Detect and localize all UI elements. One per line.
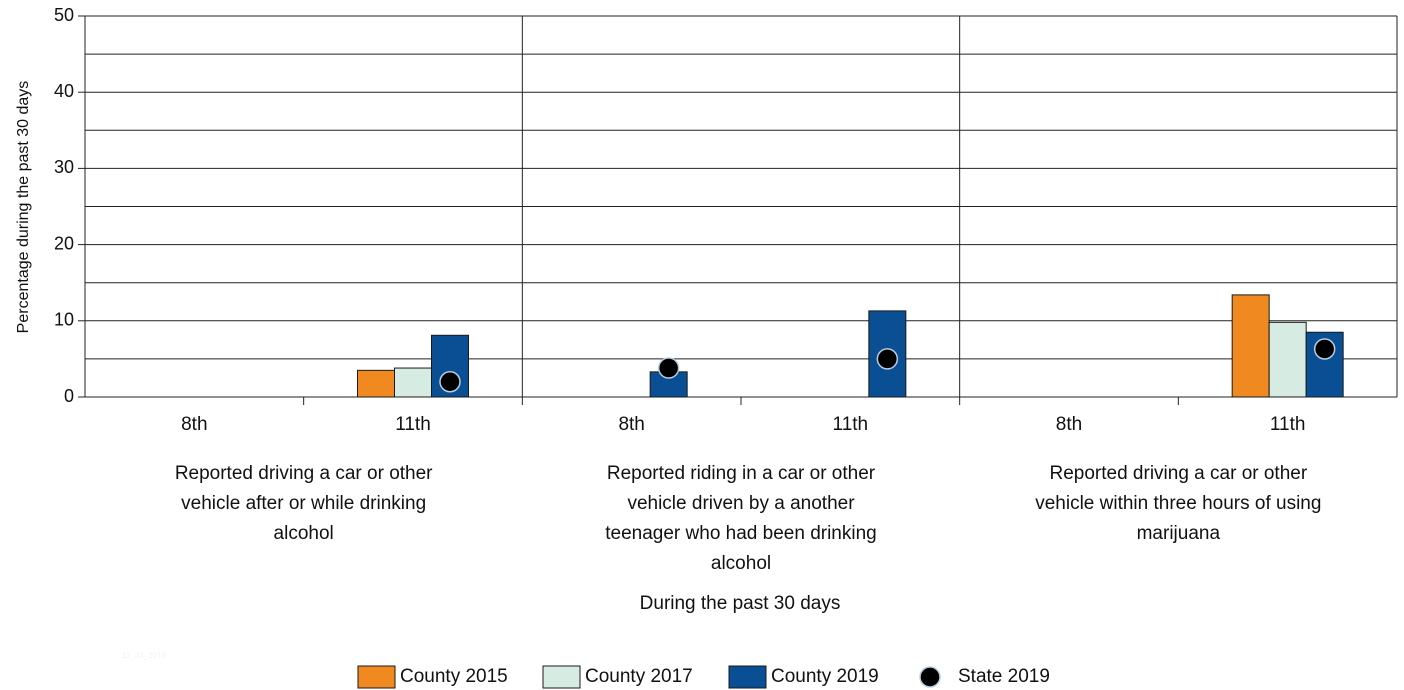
legend-marker [919, 666, 941, 688]
dot [439, 371, 461, 393]
y-tick-label: 30 [54, 157, 74, 177]
x-tick-label: 11th [1270, 414, 1306, 435]
group-label: Reported riding in a car or other vehicl… [605, 463, 877, 574]
x-tick-label: 11th [395, 414, 431, 435]
bar [1268, 321, 1307, 398]
dot [876, 348, 899, 370]
legend-swatch [728, 665, 767, 689]
dot [657, 357, 680, 379]
dot [1313, 338, 1336, 360]
x-tick-label: 8th [618, 414, 644, 435]
x-tick-label: 8th [181, 414, 207, 435]
legend-label: County 2019 [771, 666, 879, 687]
legend-swatch [357, 665, 396, 689]
y-axis-label: Percentage during the past 30 days [15, 81, 32, 334]
y-tick-label: 20 [54, 233, 74, 253]
bar [1231, 294, 1270, 398]
y-tick-label: 40 [54, 81, 74, 101]
y-tick-label: 10 [54, 310, 74, 330]
legend-label: County 2015 [400, 666, 508, 687]
footnote: 11_34_2019 [122, 651, 166, 660]
legend-label: County 2017 [585, 666, 693, 687]
bar [357, 369, 395, 398]
group-label: Reported driving a car or other vehicle … [174, 463, 433, 544]
x-tick-label: 11th [833, 414, 869, 435]
group-label: Reported driving a car or other vehicle … [1035, 463, 1322, 544]
x-axis-label: During the past 30 days [640, 593, 841, 614]
legend-label: State 2019 [958, 666, 1050, 687]
y-tick-label: 50 [54, 5, 74, 25]
y-tick-label: 0 [64, 386, 74, 406]
bar [394, 367, 432, 398]
x-tick-label: 8th [1056, 414, 1082, 435]
legend-swatch [542, 665, 581, 689]
